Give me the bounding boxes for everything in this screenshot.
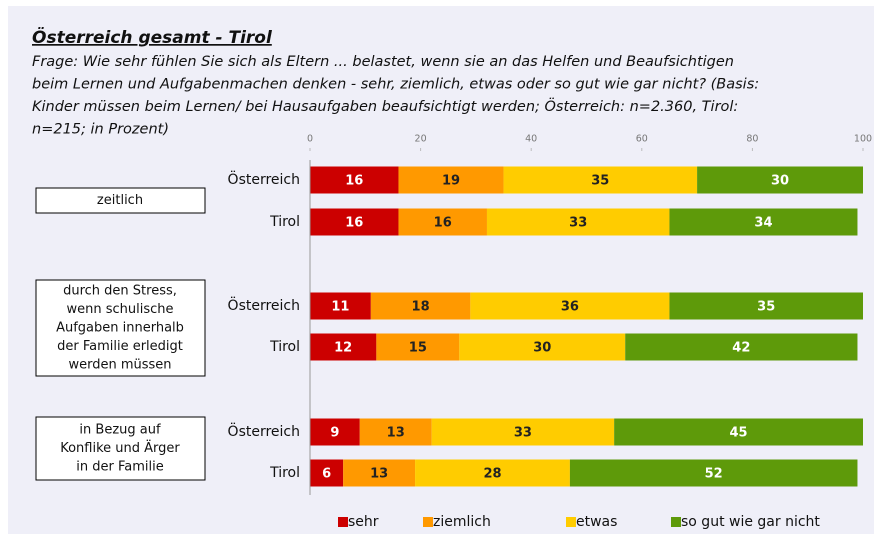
value-label: 28 (483, 467, 501, 482)
x-tick-label: 100 (854, 134, 872, 145)
bar-segment (669, 208, 858, 236)
value-label: 15 (409, 341, 427, 356)
bar-segment (614, 418, 863, 446)
group-label: in Bezug auf (79, 423, 161, 438)
bar-segment (310, 208, 399, 236)
bar-segment (310, 166, 399, 194)
value-label: 13 (387, 426, 405, 441)
x-tick-label: 20 (415, 134, 427, 145)
value-label: 42 (732, 341, 750, 356)
group-label: Aufgaben innerhalb (56, 321, 184, 336)
row-label: Österreich (228, 296, 300, 314)
bar-segment (310, 418, 360, 446)
legend-swatch (338, 517, 348, 527)
value-label: 13 (370, 467, 388, 482)
value-label: 11 (331, 300, 349, 315)
bar-segment (486, 208, 670, 236)
bar-segment (459, 333, 626, 361)
bar-segment (569, 459, 858, 487)
chart-title: Österreich gesamt - Tirol (32, 26, 273, 48)
value-label: 18 (412, 300, 430, 315)
value-label: 35 (591, 174, 609, 189)
subtitle: Kinder müssen beim Lernen/ bei Hausaufga… (32, 97, 738, 115)
value-label: 45 (730, 426, 748, 441)
bar-segment (470, 292, 670, 320)
legend-label: ziemlich (433, 514, 491, 530)
group-label: durch den Stress, (63, 284, 177, 299)
value-label: 36 (561, 300, 579, 315)
group-box (35, 187, 206, 214)
row-label: Tirol (269, 339, 300, 355)
value-label: 52 (705, 467, 723, 482)
bar-segment (625, 333, 858, 361)
value-label: 16 (434, 216, 452, 231)
legend-label: so gut wie gar nicht (681, 514, 820, 530)
value-label: 30 (533, 341, 551, 356)
x-tick-label: 60 (636, 134, 648, 145)
row-label: Tirol (269, 465, 300, 481)
group-label: werden müssen (68, 358, 171, 373)
value-label: 19 (442, 174, 460, 189)
bar-segment (697, 166, 863, 194)
value-label: 30 (771, 174, 789, 189)
subtitle: beim Lernen und Aufgabenmachen denken - … (32, 77, 759, 93)
bar-segment (359, 418, 432, 446)
group-label: in der Familie (76, 460, 163, 475)
bar-segment (310, 292, 371, 320)
row-label: Österreich (228, 422, 300, 440)
group-label: der Familie erledigt (57, 339, 183, 354)
legend-swatch (671, 517, 681, 527)
x-tick-label: 80 (746, 134, 758, 145)
value-label: 6 (322, 467, 331, 482)
value-label: 16 (345, 216, 363, 231)
bar-segment (398, 208, 487, 236)
bar-segment (398, 166, 504, 194)
legend-label: sehr (348, 514, 379, 530)
legend-swatch (423, 517, 433, 527)
value-label: 33 (569, 216, 587, 231)
bar-segment (669, 292, 863, 320)
value-label: 33 (514, 426, 532, 441)
value-label: 35 (757, 300, 775, 315)
group-label: zeitlich (97, 193, 143, 208)
x-tick-label: 40 (525, 134, 537, 145)
value-label: 16 (345, 174, 363, 189)
subtitle: n=215; in Prozent) (32, 122, 169, 138)
bar-segment (343, 459, 416, 487)
row-label: Tirol (269, 214, 300, 230)
bar-segment (415, 459, 570, 487)
value-label: 12 (334, 341, 352, 356)
x-tick-label: 0 (307, 134, 313, 145)
bar-segment (310, 333, 377, 361)
group-label: Konflike und Ärger (60, 440, 180, 456)
legend-label: etwas (576, 514, 617, 530)
subtitle: Frage: Wie sehr fühlen Sie sich als Elte… (32, 54, 734, 70)
bar-segment (503, 166, 698, 194)
bar-segment (431, 418, 615, 446)
bar-segment (370, 292, 471, 320)
bar-segment (376, 333, 460, 361)
bar-segment (310, 459, 344, 487)
value-label: 34 (754, 216, 772, 231)
group-box (35, 416, 206, 481)
group-box (35, 279, 206, 377)
value-label: 9 (330, 426, 339, 441)
group-label: wenn schulische (66, 302, 173, 317)
legend-swatch (566, 517, 576, 527)
row-label: Österreich (228, 170, 300, 188)
